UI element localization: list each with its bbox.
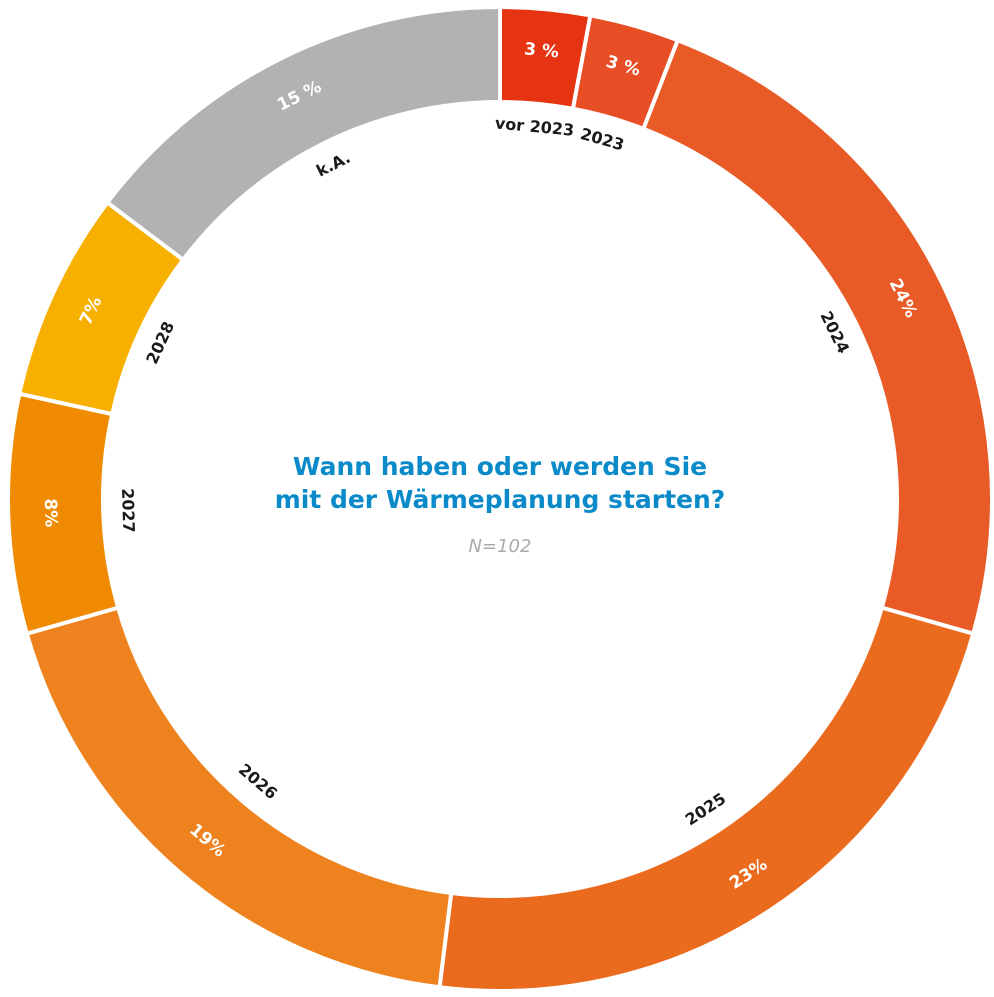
category-label: 2025 xyxy=(682,789,730,829)
donut-segment xyxy=(640,37,994,637)
donut-segment xyxy=(24,605,454,990)
category-label: 2028 xyxy=(142,318,178,366)
value-label: 3 % xyxy=(523,39,559,62)
value-label: 8% xyxy=(40,498,61,527)
category-label: 2023 xyxy=(578,124,626,154)
category-label: vor 2023 xyxy=(494,113,575,139)
category-label: 2027 xyxy=(118,488,138,533)
category-label: k.A. xyxy=(313,148,353,181)
chart-title: Wann haben oder werden Sie mit der Wärme… xyxy=(274,452,726,514)
donut-segment xyxy=(104,4,502,263)
category-label: 2024 xyxy=(816,308,853,356)
chart-subtitle: N=102 xyxy=(468,536,532,557)
donut-segment xyxy=(6,391,121,637)
category-label: 2026 xyxy=(235,760,281,803)
